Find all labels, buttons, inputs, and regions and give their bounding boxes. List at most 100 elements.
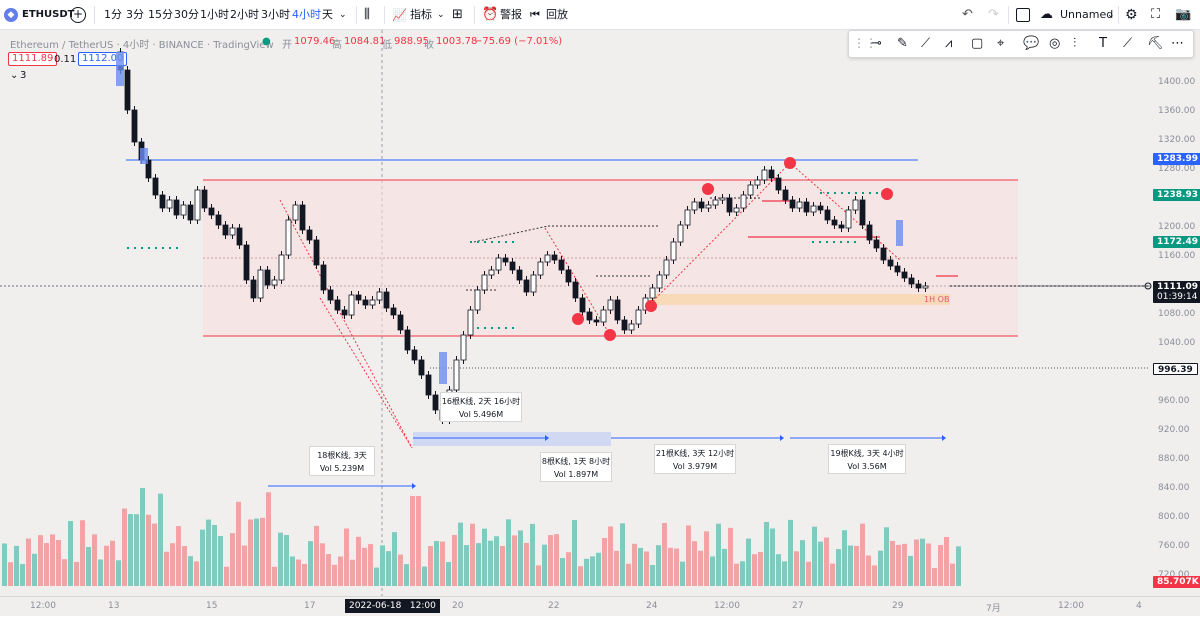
volume-bar: [620, 523, 625, 586]
ethereum-logo-icon: ◆: [4, 8, 18, 22]
volume-bar: [944, 537, 949, 586]
layout-square-icon[interactable]: [1016, 8, 1030, 22]
fib-icon[interactable]: ⫶: [1073, 36, 1077, 51]
drag-handle-icon[interactable]: ⋮⋮: [853, 36, 877, 50]
candle-body: [180, 204, 187, 216]
candle-body: [418, 359, 425, 376]
callout-icon[interactable]: 💬: [1023, 36, 1040, 51]
layout-name[interactable]: Unnamed: [1060, 8, 1114, 21]
price-tick: 1280.00: [1158, 164, 1196, 174]
compare-add-icon[interactable]: +: [70, 7, 86, 23]
volume-bar: [260, 517, 265, 586]
timeframe-30m[interactable]: 30分: [174, 8, 199, 21]
templates-grid-icon[interactable]: ⊞: [452, 7, 463, 22]
replay-icon[interactable]: ⏮: [530, 8, 540, 21]
volume-bar: [152, 523, 157, 586]
alert-clock-icon[interactable]: ⏰: [482, 7, 499, 22]
sell-price-box[interactable]: 1111.89: [8, 52, 58, 66]
fill-icon[interactable]: ⛏: [1147, 36, 1164, 51]
indicators-icon[interactable]: 📈: [392, 8, 407, 22]
rectangle-icon[interactable]: ▢: [971, 36, 984, 51]
candle-body: [810, 205, 817, 213]
indicators-button[interactable]: 指标: [410, 8, 432, 21]
more-tools-icon[interactable]: ⋯: [1171, 36, 1184, 51]
timeframe-3h[interactable]: 3小时: [261, 8, 290, 21]
volume-bar: [734, 563, 739, 586]
price-tag-mid: 1172.49: [1153, 236, 1200, 248]
volume-bar: [272, 566, 277, 586]
time-axis[interactable]: 12:00 13 15 17 2022-06-18 12:00 20 22 24…: [0, 596, 1200, 616]
fullscreen-icon[interactable]: ⛶: [1151, 7, 1161, 22]
date-range-arrowhead-2: [780, 435, 784, 441]
price-tick: 840.00: [1158, 483, 1190, 493]
ruler-icon[interactable]: ⟋: [1123, 36, 1133, 51]
indicator-count[interactable]: 3: [20, 70, 27, 81]
candle-type-icon[interactable]: ⫼: [364, 7, 370, 22]
timeframe-3m[interactable]: 3分: [126, 8, 144, 21]
volume-bar: [746, 538, 751, 586]
volume-bar: [536, 565, 541, 586]
candle-body: [789, 199, 796, 209]
timeframe-1m[interactable]: 1分: [104, 8, 122, 21]
volume-bar: [110, 540, 115, 586]
candle-body: [901, 271, 908, 279]
undo-icon[interactable]: ↶: [962, 7, 973, 22]
pivot-marker-2: [784, 157, 796, 169]
timeframe-4h[interactable]: 4小时: [292, 8, 321, 21]
buy-price-box[interactable]: 1112.00: [78, 52, 128, 66]
volume-bar: [872, 565, 877, 586]
date-range-arrowhead-4: [412, 483, 416, 489]
volume-bar: [92, 534, 97, 586]
alert-button[interactable]: 警报: [500, 8, 522, 21]
trend-line-icon[interactable]: ⟋: [921, 36, 931, 51]
timeframe-1d[interactable]: 天: [322, 8, 333, 21]
volume-bar: [830, 563, 835, 586]
volume-bar: [398, 554, 403, 586]
volume-bar: [218, 535, 223, 586]
timeframe-15m[interactable]: 15分: [148, 8, 173, 21]
volume-bar: [860, 523, 865, 586]
timeframe-2h[interactable]: 2小时: [230, 8, 259, 21]
volume-bar: [170, 543, 175, 586]
symbol-search[interactable]: ETHUSDT: [22, 9, 75, 20]
volume-bar: [236, 501, 241, 586]
spread-value: 0.11: [54, 54, 77, 65]
candle-body: [348, 294, 355, 316]
volume-bar: [614, 550, 619, 586]
horizontal-ray-icon[interactable]: ⊸: [871, 36, 882, 51]
candle-body: [173, 199, 180, 216]
volume-bar: [656, 545, 661, 586]
target-icon[interactable]: ◎: [1049, 36, 1061, 51]
highlight-candle-2: [140, 148, 148, 164]
path-icon[interactable]: ⩘: [945, 36, 953, 51]
timeframe-dropdown-icon[interactable]: ⌄: [339, 10, 347, 20]
candle-body: [628, 323, 635, 331]
indicators-dropdown-icon[interactable]: ⌄: [437, 10, 445, 20]
chart-pane[interactable]: Ethereum / TetherUS · 4小时 · BINANCE · Tr…: [0, 30, 1200, 618]
collapse-indicators-icon[interactable]: ⌄: [10, 70, 19, 81]
volume-bar: [350, 559, 355, 586]
cloud-save-icon[interactable]: ☁: [1040, 7, 1053, 22]
volume-bar: [296, 559, 301, 586]
replay-button[interactable]: 回放: [546, 8, 568, 21]
candle-body: [145, 159, 152, 179]
chart-canvas[interactable]: [0, 30, 1200, 596]
redo-icon[interactable]: ↷: [988, 7, 999, 22]
candle-body: [474, 289, 481, 311]
measure-icon[interactable]: ⌖: [997, 36, 1005, 51]
time-tick: 27: [792, 601, 804, 611]
volume-bar: [26, 538, 31, 586]
top-toolbar: ◆ ETHUSDT + 1分 3分 15分 30分 1小时 2小时 3小时 4小…: [0, 0, 1200, 30]
layout-dropdown-icon[interactable]: ⌄: [1107, 10, 1115, 20]
candle-body: [257, 269, 264, 299]
volume-bar: [686, 525, 691, 586]
settings-gear-icon[interactable]: ⚙: [1125, 7, 1138, 23]
volume-bar: [68, 521, 73, 586]
screenshot-camera-icon[interactable]: 📷: [1175, 7, 1192, 22]
timeframe-1h[interactable]: 1小时: [200, 8, 229, 21]
brush-icon[interactable]: ✎: [897, 36, 908, 51]
text-icon[interactable]: T: [1099, 36, 1107, 51]
volume-bar: [392, 532, 397, 586]
ohlc-change: −75.69 (−7.01%): [474, 36, 563, 47]
price-tick: 720.00: [1158, 570, 1190, 580]
